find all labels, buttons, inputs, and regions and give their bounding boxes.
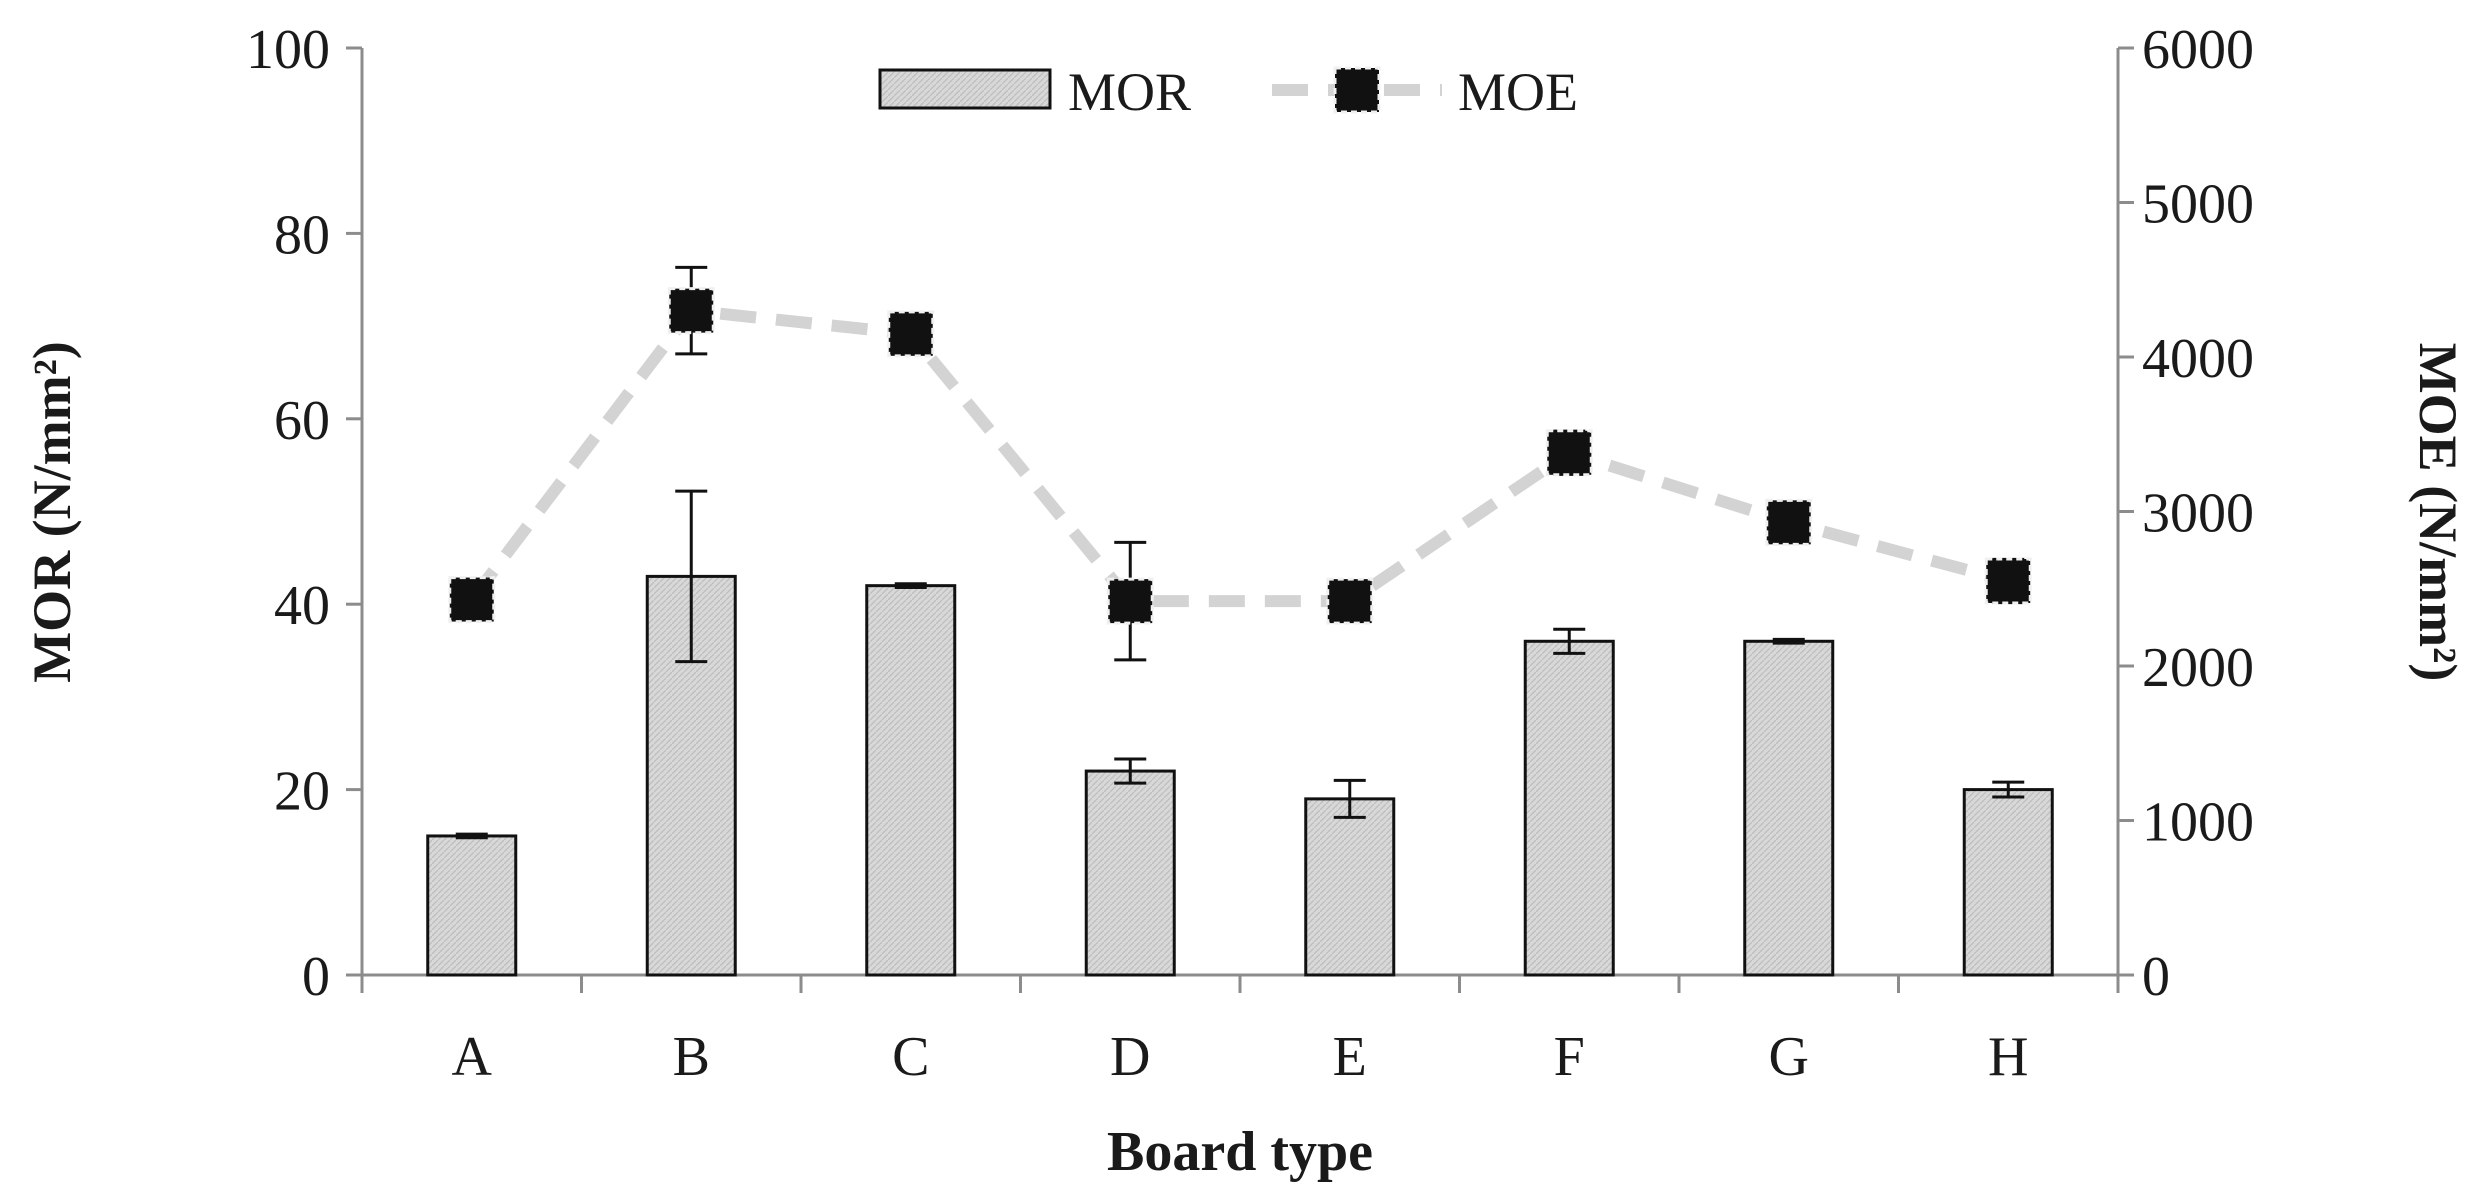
left-axis-tick-label: 80 — [274, 204, 330, 266]
left-axis-tick-label: 0 — [302, 946, 330, 1008]
moe-series-line — [466, 304, 2010, 608]
x-category-label: H — [1988, 1026, 2028, 1088]
moe-marker — [1106, 577, 1154, 625]
moe-marker — [1326, 577, 1374, 625]
moe-marker — [887, 310, 935, 358]
mor-bar — [1084, 769, 1176, 977]
left-axis-tick-label: 40 — [274, 575, 330, 637]
moe-marker — [448, 576, 496, 624]
x-category-label: D — [1110, 1026, 1150, 1088]
right-axis-tick-label: 0 — [2142, 946, 2170, 1008]
mor-bar — [865, 584, 957, 977]
x-category-label: F — [1554, 1026, 1585, 1088]
mor-bar — [1523, 639, 1615, 977]
x-category-label: E — [1333, 1026, 1367, 1088]
legend-moe-marker — [1333, 66, 1381, 114]
mor-bar — [1743, 639, 1835, 977]
right-axis-tick-label: 6000 — [2142, 19, 2254, 81]
x-category-label: G — [1769, 1026, 1809, 1088]
mor-bar — [426, 834, 518, 977]
x-axis-title: Board type — [1107, 1121, 1373, 1183]
moe-marker — [1545, 429, 1593, 477]
moe-marker — [1984, 557, 2032, 605]
left-axis-tick-label: 60 — [274, 390, 330, 452]
right-axis-tick-label: 5000 — [2142, 174, 2254, 236]
mor-bar — [1304, 797, 1396, 977]
legend-mor-swatch — [878, 68, 1052, 110]
left-axis-tick-label: 100 — [246, 19, 330, 81]
left-axis-tick-label: 20 — [274, 761, 330, 823]
right-axis-title: MOE (N/mm²) — [2408, 343, 2468, 682]
x-category-label: B — [673, 1026, 710, 1088]
moe-marker — [667, 287, 715, 335]
legend-mor-label: MOR — [1068, 62, 1191, 122]
legend-moe-label: MOE — [1458, 62, 1578, 122]
mor-bar — [1962, 788, 2054, 977]
right-axis-tick-label: 1000 — [2142, 792, 2254, 854]
left-axis-title: MOR (N/mm²) — [22, 341, 82, 683]
right-axis-tick-label: 3000 — [2142, 483, 2254, 545]
right-axis-tick-label: 2000 — [2142, 637, 2254, 699]
right-axis-tick-label: 4000 — [2142, 328, 2254, 390]
x-category-label: A — [452, 1026, 493, 1088]
moe-marker — [1765, 498, 1813, 546]
x-category-label: C — [892, 1026, 929, 1088]
